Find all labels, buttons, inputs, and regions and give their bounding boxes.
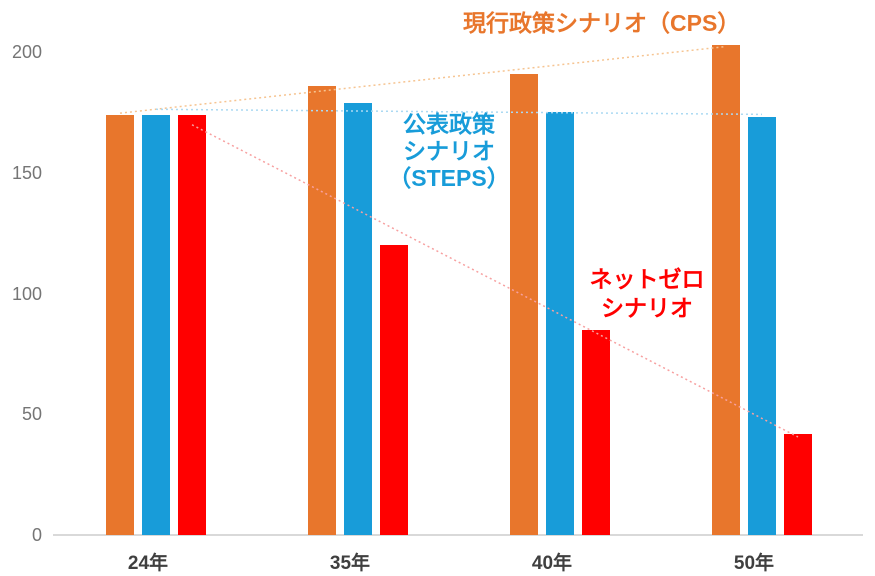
x-axis-line — [53, 534, 863, 536]
y-tick-200: 200 — [11, 42, 42, 63]
x-label-40年: 40年 — [531, 553, 573, 574]
x-label-35年: 35年 — [329, 553, 371, 574]
bar-cps-24年 — [106, 114, 134, 535]
series-label-netzero: ネットゼロ シナリオ — [589, 266, 705, 321]
y-tick-50: 50 — [21, 404, 42, 425]
bar-netzero-24年 — [178, 114, 206, 535]
series-label-steps: 公表政策 シナリオ （STEPS） — [388, 111, 510, 191]
y-tick-150: 150 — [11, 162, 42, 183]
x-label-24年: 24年 — [127, 553, 169, 574]
bar-cps-35年 — [308, 85, 336, 535]
bar-steps-40年 — [546, 112, 574, 535]
x-label-50年: 50年 — [733, 553, 775, 574]
bar-netzero-50年 — [784, 433, 812, 535]
bar-steps-35年 — [344, 102, 372, 535]
bar-steps-50年 — [748, 117, 776, 535]
y-tick-0: 0 — [31, 525, 42, 545]
trendline-cps — [119, 45, 727, 114]
bar-steps-24年 — [142, 114, 170, 535]
bar-netzero-40年 — [582, 329, 610, 535]
series-label-cps: 現行政策シナリオ（CPS） — [463, 10, 741, 36]
y-tick-100: 100 — [11, 283, 42, 304]
bar-netzero-35年 — [380, 245, 408, 535]
